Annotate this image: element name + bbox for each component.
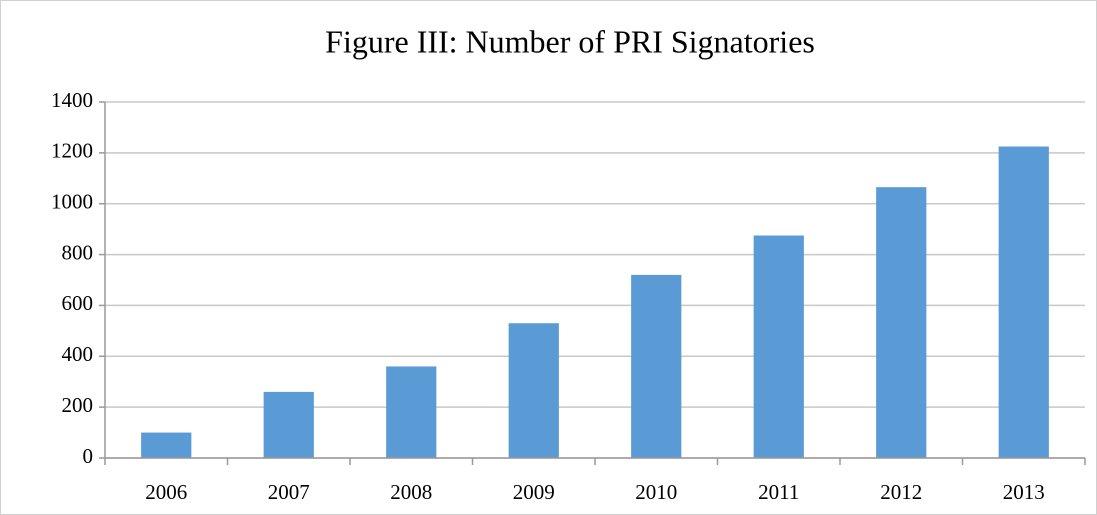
bar [631, 274, 682, 458]
bar [876, 187, 927, 458]
bar [263, 391, 314, 458]
bar [753, 235, 804, 458]
x-tick-label: 2012 [880, 480, 922, 504]
y-tick-label: 200 [62, 393, 94, 417]
x-tick-label: 2010 [635, 480, 677, 504]
x-tick-label: 2007 [268, 480, 310, 504]
x-tick-label: 2008 [390, 480, 432, 504]
bar [998, 146, 1049, 458]
x-tick-label: 2009 [513, 480, 555, 504]
y-tick-label: 600 [62, 291, 94, 315]
bar [508, 323, 559, 458]
bar [141, 432, 192, 458]
x-tick-label: 2013 [1003, 480, 1045, 504]
y-tick-label: 1400 [51, 88, 93, 112]
y-tick-label: 1000 [51, 190, 93, 214]
y-tick-label: 400 [62, 342, 94, 366]
y-tick-label: 800 [62, 240, 94, 264]
x-tick-label: 2011 [758, 480, 799, 504]
x-tick-label: 2006 [145, 480, 187, 504]
chart-title: Figure III: Number of PRI Signatories [325, 23, 815, 59]
y-tick-label: 1200 [51, 139, 93, 163]
y-tick-label: 0 [83, 444, 94, 468]
bar [386, 366, 437, 458]
